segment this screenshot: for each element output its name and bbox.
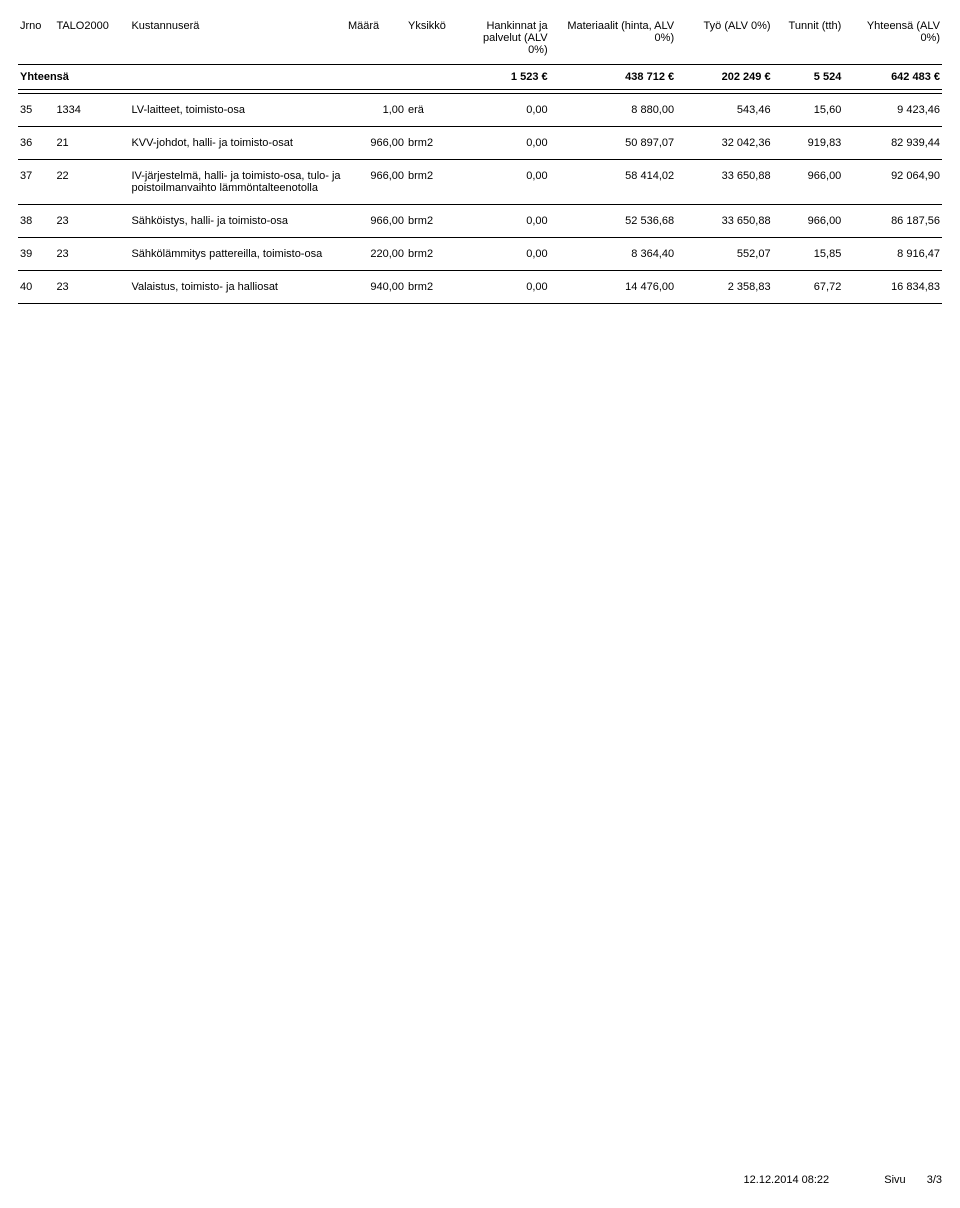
- cell-hank: 0,00: [466, 271, 550, 304]
- cell-yht: 8 916,47: [843, 238, 942, 271]
- cell-kust: IV-järjestelmä, halli- ja toimisto-osa, …: [129, 160, 346, 205]
- col-talo: TALO2000: [54, 18, 129, 65]
- cell-tun: 15,85: [773, 238, 844, 271]
- col-hank: Hankinnat ja palvelut (ALV 0%): [466, 18, 550, 65]
- cell-jrno: 37: [18, 160, 54, 205]
- cell-maara: 966,00: [346, 205, 406, 238]
- summary-hankinnat: 1 523 €: [466, 65, 550, 90]
- cell-hank: 0,00: [466, 94, 550, 127]
- cell-yks: brm2: [406, 127, 466, 160]
- cell-talo: 22: [54, 160, 129, 205]
- cell-kust: KVV-johdot, halli- ja toimisto-osat: [129, 127, 346, 160]
- cell-maara: 220,00: [346, 238, 406, 271]
- cell-mat: 50 897,07: [550, 127, 676, 160]
- summary-yhteensa: 642 483 €: [843, 65, 942, 90]
- cell-talo: 21: [54, 127, 129, 160]
- cell-kust: Sähkölämmitys pattereilla, toimisto-osa: [129, 238, 346, 271]
- page-footer: 12.12.2014 08:22 Sivu 3/3: [718, 1174, 942, 1186]
- cell-yks: brm2: [406, 160, 466, 205]
- cell-tun: 67,72: [773, 271, 844, 304]
- cell-mat: 8 880,00: [550, 94, 676, 127]
- cell-mat: 8 364,40: [550, 238, 676, 271]
- table-row: 351334LV-laitteet, toimisto-osa1,00erä0,…: [18, 94, 942, 127]
- cell-yht: 16 834,83: [843, 271, 942, 304]
- footer-page-label: Sivu: [884, 1174, 905, 1186]
- col-yht: Yhteensä (ALV 0%): [843, 18, 942, 65]
- table-row: 3923Sähkölämmitys pattereilla, toimisto-…: [18, 238, 942, 271]
- table-header-row: Jrno TALO2000 Kustannuserä Määrä Yksikkö…: [18, 18, 942, 65]
- cell-mat: 52 536,68: [550, 205, 676, 238]
- cell-yks: brm2: [406, 271, 466, 304]
- cell-jrno: 38: [18, 205, 54, 238]
- table-row: 4023Valaistus, toimisto- ja halliosat940…: [18, 271, 942, 304]
- cell-yht: 86 187,56: [843, 205, 942, 238]
- cell-yks: brm2: [406, 238, 466, 271]
- cell-tyo: 33 650,88: [676, 205, 772, 238]
- col-jrno: Jrno: [18, 18, 54, 65]
- cell-talo: 23: [54, 205, 129, 238]
- cell-tun: 919,83: [773, 127, 844, 160]
- cell-tyo: 32 042,36: [676, 127, 772, 160]
- cell-yht: 92 064,90: [843, 160, 942, 205]
- table-row: 3823Sähköistys, halli- ja toimisto-osa96…: [18, 205, 942, 238]
- cell-tun: 966,00: [773, 160, 844, 205]
- summary-tyo: 202 249 €: [676, 65, 772, 90]
- footer-timestamp: 12.12.2014 08:22: [744, 1174, 830, 1186]
- table-row: 3722IV-järjestelmä, halli- ja toimisto-o…: [18, 160, 942, 205]
- cell-maara: 940,00: [346, 271, 406, 304]
- cell-mat: 58 414,02: [550, 160, 676, 205]
- cell-hank: 0,00: [466, 238, 550, 271]
- cell-talo: 23: [54, 271, 129, 304]
- col-mat: Materiaalit (hinta, ALV 0%): [550, 18, 676, 65]
- col-kust: Kustannuserä: [129, 18, 346, 65]
- cell-maara: 966,00: [346, 160, 406, 205]
- cell-tun: 966,00: [773, 205, 844, 238]
- cell-jrno: 39: [18, 238, 54, 271]
- summary-label: Yhteensä: [18, 65, 466, 90]
- cell-yht: 82 939,44: [843, 127, 942, 160]
- cell-mat: 14 476,00: [550, 271, 676, 304]
- cell-talo: 1334: [54, 94, 129, 127]
- cell-tyo: 2 358,83: [676, 271, 772, 304]
- cell-talo: 23: [54, 238, 129, 271]
- cell-tyo: 543,46: [676, 94, 772, 127]
- cell-yks: brm2: [406, 205, 466, 238]
- cell-tun: 15,60: [773, 94, 844, 127]
- cell-maara: 966,00: [346, 127, 406, 160]
- col-tyo: Työ (ALV 0%): [676, 18, 772, 65]
- cell-tyo: 552,07: [676, 238, 772, 271]
- table-row: 3621KVV-johdot, halli- ja toimisto-osat9…: [18, 127, 942, 160]
- cell-tyo: 33 650,88: [676, 160, 772, 205]
- cell-maara: 1,00: [346, 94, 406, 127]
- col-maara: Määrä: [346, 18, 406, 65]
- cell-kust: Valaistus, toimisto- ja halliosat: [129, 271, 346, 304]
- footer-page-number: 3/3: [927, 1174, 942, 1186]
- cell-jrno: 40: [18, 271, 54, 304]
- summary-row: Yhteensä 1 523 € 438 712 € 202 249 € 5 5…: [18, 65, 942, 90]
- cell-hank: 0,00: [466, 160, 550, 205]
- summary-materiaalit: 438 712 €: [550, 65, 676, 90]
- cell-kust: Sähköistys, halli- ja toimisto-osa: [129, 205, 346, 238]
- summary-tunnit: 5 524: [773, 65, 844, 90]
- cell-jrno: 35: [18, 94, 54, 127]
- col-tun: Tunnit (tth): [773, 18, 844, 65]
- cell-yht: 9 423,46: [843, 94, 942, 127]
- col-yks: Yksikkö: [406, 18, 466, 65]
- cell-yks: erä: [406, 94, 466, 127]
- cell-hank: 0,00: [466, 127, 550, 160]
- cell-jrno: 36: [18, 127, 54, 160]
- cell-kust: LV-laitteet, toimisto-osa: [129, 94, 346, 127]
- cost-table: Jrno TALO2000 Kustannuserä Määrä Yksikkö…: [18, 18, 942, 304]
- cell-hank: 0,00: [466, 205, 550, 238]
